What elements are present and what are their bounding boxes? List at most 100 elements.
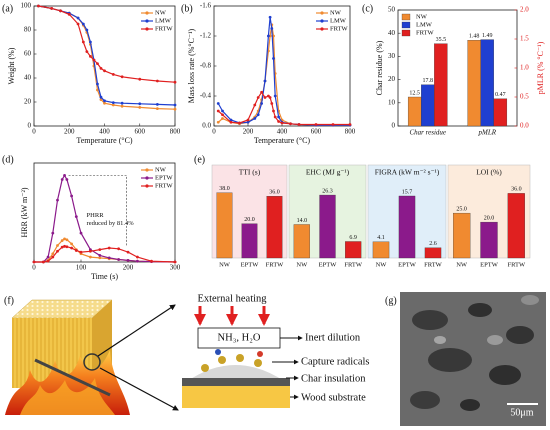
x-tick-label: EPTW <box>319 261 338 268</box>
data-point <box>85 28 89 32</box>
value-label: 1.49 <box>482 33 493 39</box>
annotation: reduced by 81.4% <box>87 220 135 227</box>
bar <box>424 247 442 259</box>
legend-label: NW <box>416 13 428 20</box>
bar <box>293 224 310 259</box>
value-label: 6.9 <box>349 235 357 241</box>
data-point <box>277 115 280 119</box>
value-label: 25.0 <box>456 206 467 212</box>
data-point <box>99 98 103 101</box>
bar <box>421 84 435 127</box>
y-tick-label: 10 <box>388 98 396 106</box>
y-tick-label: 0 <box>392 122 396 130</box>
bar <box>266 196 283 259</box>
panel-label: (c) <box>362 3 373 14</box>
data-point <box>136 255 139 259</box>
data-point <box>89 55 92 58</box>
data-point <box>111 103 115 107</box>
legend-marker <box>145 27 149 31</box>
value-label: 26.3 <box>322 188 333 194</box>
data-point <box>63 244 66 248</box>
value-label: 0.47 <box>495 92 506 98</box>
data-point <box>173 103 177 107</box>
data-point <box>65 238 69 242</box>
data-point <box>331 123 335 126</box>
x-tick-label: FRTW <box>344 261 363 268</box>
value-label: 14.0 <box>297 218 308 224</box>
x-tick-label: EPTW <box>241 261 260 268</box>
panel-label: (g) <box>385 295 397 306</box>
y-tick-label: 40 <box>24 74 32 82</box>
data-point <box>59 9 62 13</box>
data-point <box>74 215 78 219</box>
bar <box>480 39 494 127</box>
legend-marker <box>320 27 324 31</box>
data-point <box>46 255 50 259</box>
data-point <box>138 77 142 81</box>
legend-label: NW <box>330 9 342 16</box>
data-point <box>111 101 115 104</box>
panel-label: (b) <box>181 3 193 14</box>
value-label: 1.48 <box>469 34 480 40</box>
data-point <box>216 109 220 113</box>
axis-title: Weight (%) <box>7 47 16 84</box>
gases-text: NH₃, H₂O <box>218 332 261 343</box>
y-tick-label: -0.8 <box>200 62 212 70</box>
data-point <box>65 178 69 181</box>
data-point <box>98 248 102 252</box>
x-tick-label: 0 <box>32 128 36 136</box>
series-line <box>217 17 350 126</box>
data-point <box>120 104 124 108</box>
data-point <box>51 231 55 235</box>
data-point <box>92 58 96 62</box>
panel-title: FIGRA (kW m⁻² s⁻¹) <box>375 168 440 177</box>
data-point <box>50 6 54 10</box>
data-point <box>103 99 106 103</box>
plot-frame <box>33 162 176 263</box>
data-point <box>138 106 142 109</box>
x-tick-label: 800 <box>170 128 181 136</box>
x-tick-label: 200 <box>123 264 134 272</box>
legend-swatch <box>401 13 411 21</box>
data-point <box>268 15 272 19</box>
x-tick-label: EPTW <box>398 261 417 268</box>
data-point <box>263 79 267 83</box>
data-point <box>289 122 292 126</box>
x-tick-label: NW <box>296 261 308 268</box>
data-point <box>155 79 159 83</box>
panel-title: TTI (s) <box>239 168 261 177</box>
radicals-text: Capture radicals <box>301 356 370 367</box>
data-point <box>267 34 270 38</box>
data-point <box>229 118 233 122</box>
legend-marker <box>320 11 324 15</box>
axis-title: Time (s) <box>91 272 118 281</box>
y2-tick-label: 0.5 <box>520 93 529 101</box>
y-tick-label: 0.0 <box>202 122 211 130</box>
y-tick-label: 100 <box>21 2 32 10</box>
value-label: 36.0 <box>269 190 280 196</box>
bar <box>493 98 508 127</box>
data-point <box>99 95 103 99</box>
data-point <box>70 194 73 198</box>
data-point <box>253 103 257 107</box>
bar <box>345 241 362 259</box>
x-tick-label: 300 <box>170 264 181 272</box>
legend-label: FRTW <box>155 182 174 189</box>
legend-label: EPTW <box>155 174 174 181</box>
value-label: 38.0 <box>219 186 230 192</box>
series-line <box>217 91 350 126</box>
data-point <box>348 123 352 126</box>
legend-swatch <box>401 21 411 29</box>
data-point <box>103 101 106 105</box>
data-point <box>150 259 153 263</box>
data-point <box>76 16 80 20</box>
panel-label: (f) <box>4 295 14 306</box>
data-point <box>42 260 45 264</box>
legend-label: FRTW <box>155 25 174 32</box>
x-tick-label: NW <box>219 261 231 268</box>
data-point <box>272 57 275 60</box>
legend-label: NW <box>155 9 167 16</box>
data-point <box>263 96 267 99</box>
data-point <box>270 27 274 30</box>
legend-marker <box>145 184 149 188</box>
